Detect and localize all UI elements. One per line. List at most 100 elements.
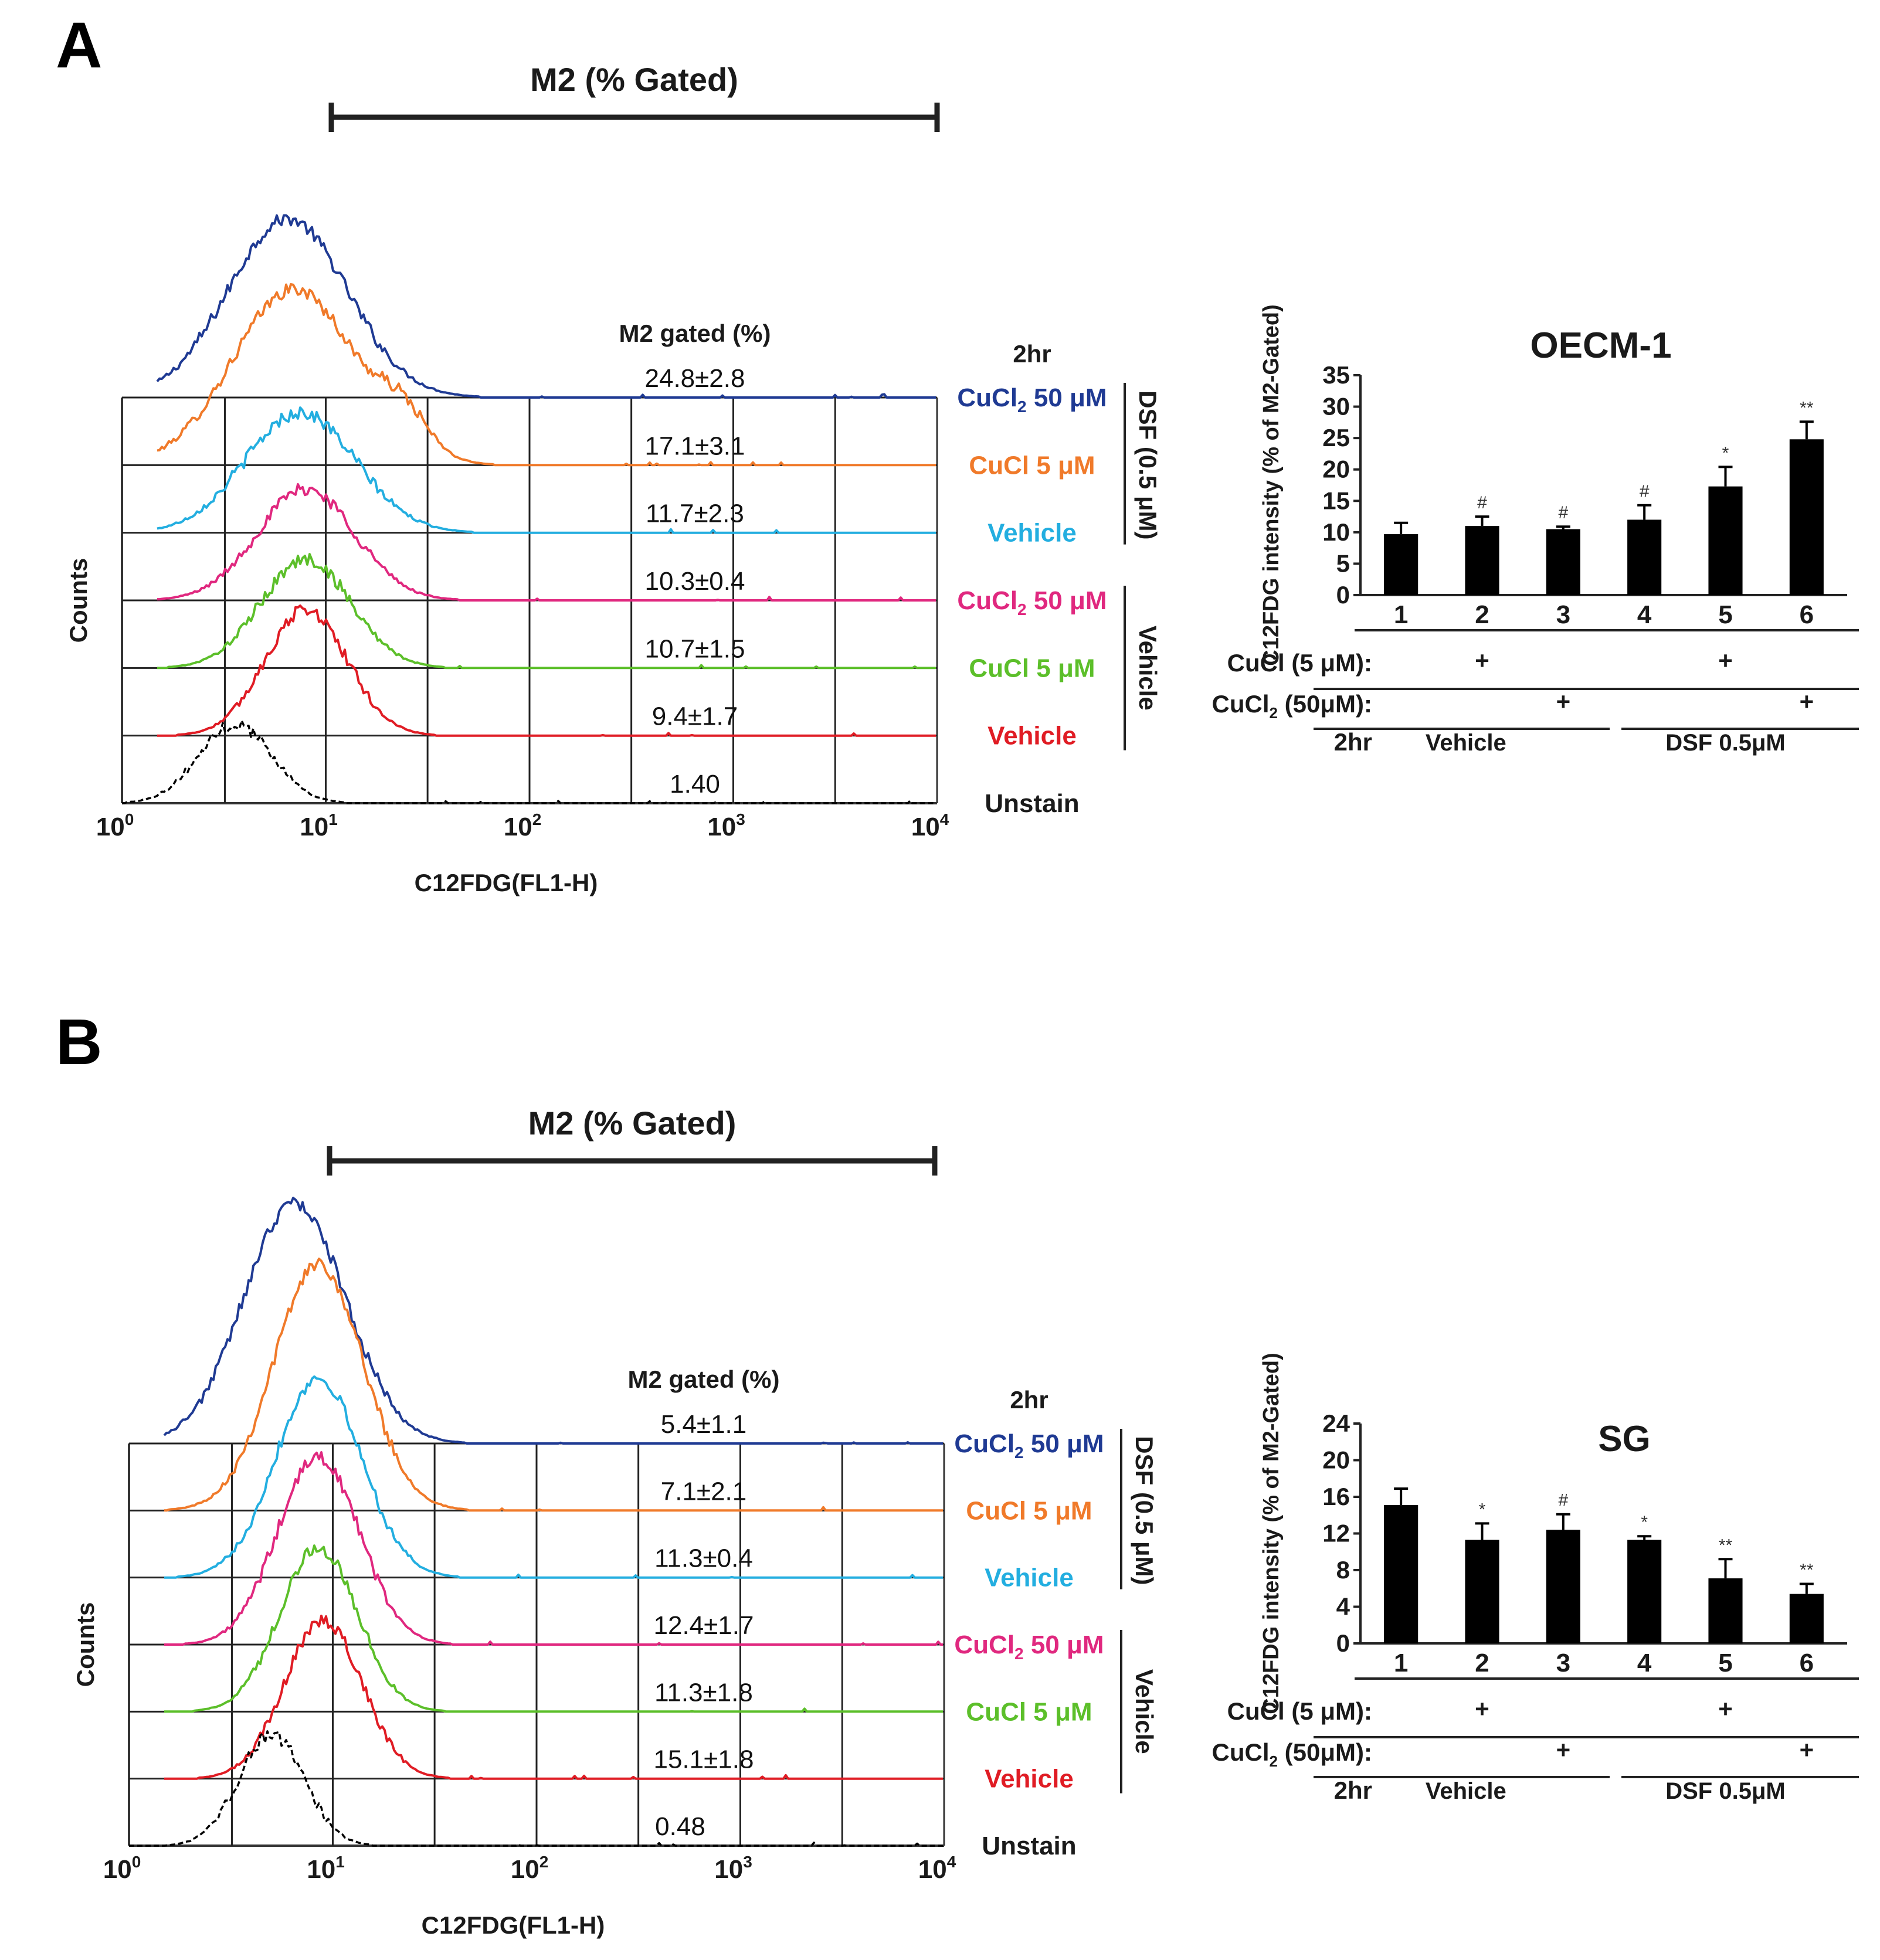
bar-category-label: 1 (1394, 600, 1408, 629)
legend-cucl2-50: CuCl2 50 μM (954, 1429, 1104, 1462)
bar (1789, 1594, 1824, 1643)
legend-text: CuCl (954, 1429, 1014, 1458)
bar-chart-title: SG (1598, 1419, 1651, 1459)
bar-category-label: 4 (1637, 600, 1652, 629)
gated-value: 0.48 (655, 1812, 705, 1841)
x-tick-label: 101 (307, 1853, 345, 1884)
bar-y-tick-label: 4 (1336, 1593, 1350, 1621)
x-tick-exponent: 2 (539, 1853, 549, 1871)
x-tick-label: 103 (707, 810, 745, 841)
bar (1465, 526, 1499, 595)
bar (1708, 486, 1743, 595)
gate-label: M2 (% Gated) (528, 1105, 737, 1142)
x-axis-label: C12FDG(FL1-H) (422, 1911, 605, 1939)
x-tick-base: 10 (504, 813, 532, 841)
significance-mark: ** (1800, 1560, 1814, 1579)
design-plus: + (1475, 647, 1489, 674)
histogram-curve (157, 283, 936, 467)
significance-mark: ** (1800, 398, 1814, 417)
gated-header: M2 gated (%) (619, 320, 771, 347)
bar-y-tick-label: 0 (1336, 1629, 1350, 1657)
legend-cucl2-50: CuCl2 50 μM (957, 586, 1107, 619)
bar-y-tick-label: 0 (1336, 581, 1350, 609)
gated-value: 1.40 (670, 770, 720, 799)
time-label: 2hr (1013, 340, 1051, 368)
legend-text: 50 μM (1027, 383, 1107, 412)
bar (1546, 529, 1580, 595)
legend-text: CuCl (957, 586, 1017, 615)
bar-y-tick-label: 8 (1336, 1556, 1350, 1584)
design-plus: + (1556, 1736, 1571, 1764)
bar (1627, 519, 1662, 595)
bar-y-tick-label: 20 (1322, 456, 1350, 483)
gate-label: M2 (% Gated) (530, 61, 738, 98)
x-tick-label: 103 (714, 1853, 752, 1884)
bar-y-axis-label: C12FDG intensity (% of M2-Gated) (1259, 1353, 1284, 1714)
x-tick-label: 100 (103, 1853, 141, 1884)
bar (1708, 1578, 1743, 1643)
gated-value: 11.3±0.4 (654, 1544, 753, 1573)
bar-category-label: 5 (1718, 1649, 1732, 1677)
x-tick-exponent: 0 (132, 1853, 141, 1871)
group-label: Vehicle (1426, 730, 1506, 756)
legend-text: CuCl (954, 1630, 1014, 1659)
bar (1465, 1540, 1499, 1643)
bar-category-label: 4 (1637, 1649, 1652, 1677)
bar (1789, 439, 1824, 595)
legend-text: 50 μM (1024, 1429, 1104, 1458)
x-tick-label: 102 (511, 1853, 549, 1884)
time-label: 2hr (1010, 1386, 1048, 1414)
bar-chart-title: OECM-1 (1530, 325, 1671, 366)
bar-y-tick-label: 12 (1322, 1520, 1350, 1547)
panel-letter: A (56, 9, 102, 81)
design-plus: + (1800, 1736, 1814, 1764)
bar (1384, 534, 1419, 595)
x-tick-label: 104 (911, 810, 949, 841)
x-tick-exponent: 4 (947, 1853, 956, 1871)
gated-value: 24.8±2.8 (645, 364, 745, 393)
gated-value: 11.3±1.8 (654, 1678, 753, 1707)
x-tick-base: 10 (707, 813, 736, 841)
legend-label: Vehicle (985, 1564, 1074, 1592)
design-row3-label: 2hr (1334, 1776, 1372, 1804)
group-label-dsf: DSF (0.5 μM) (1134, 390, 1162, 539)
design-plus: + (1800, 688, 1814, 715)
bar-y-tick-label: 25 (1322, 424, 1350, 451)
histogram-curve (163, 1197, 943, 1445)
x-tick-exponent: 1 (328, 810, 338, 828)
histogram-curve (164, 1257, 943, 1512)
design-text: (50μM): (1278, 690, 1372, 718)
bar-category-label: 2 (1475, 600, 1489, 629)
x-tick-exponent: 2 (532, 810, 542, 828)
x-tick-exponent: 1 (335, 1853, 345, 1871)
histogram-curve (129, 1730, 943, 1847)
significance-mark: # (1477, 493, 1487, 512)
design-subscript: 2 (1270, 704, 1278, 722)
bar-category-label: 1 (1394, 1649, 1408, 1677)
bar-y-tick-label: 30 (1322, 393, 1350, 420)
group-label: Vehicle (1426, 1778, 1506, 1804)
design-row3-label: 2hr (1334, 728, 1372, 756)
x-axis-label: C12FDG(FL1-H) (415, 869, 598, 896)
x-tick-base: 10 (511, 1855, 539, 1884)
x-tick-exponent: 3 (743, 1853, 752, 1871)
legend-cucl2-50: CuCl2 50 μM (957, 383, 1107, 416)
group-label-vehicle: Vehicle (1134, 626, 1162, 711)
x-tick-exponent: 0 (125, 810, 134, 828)
histogram-panel-B: BM2 (% Gated)100 101 102 103 104C12FDG(FL1-H… (56, 1006, 1158, 1939)
gated-value: 17.1±3.1 (645, 432, 745, 460)
design-plus: + (1718, 1695, 1733, 1723)
legend-cucl2-50: CuCl2 50 μM (954, 1630, 1104, 1663)
legend-label: Unstain (982, 1832, 1076, 1860)
design-text: (50μM): (1278, 1738, 1372, 1766)
legend-subscript: 2 (1014, 1443, 1024, 1462)
bar (1627, 1540, 1662, 1643)
bar-category-label: 2 (1475, 1649, 1489, 1677)
bar-category-label: 3 (1556, 1649, 1570, 1677)
gated-value: 5.4±1.1 (661, 1410, 746, 1439)
bar-y-tick-label: 10 (1322, 518, 1350, 546)
design-row1-label: CuCl (5 μM): (1227, 649, 1372, 677)
histogram-curve (164, 1451, 943, 1646)
